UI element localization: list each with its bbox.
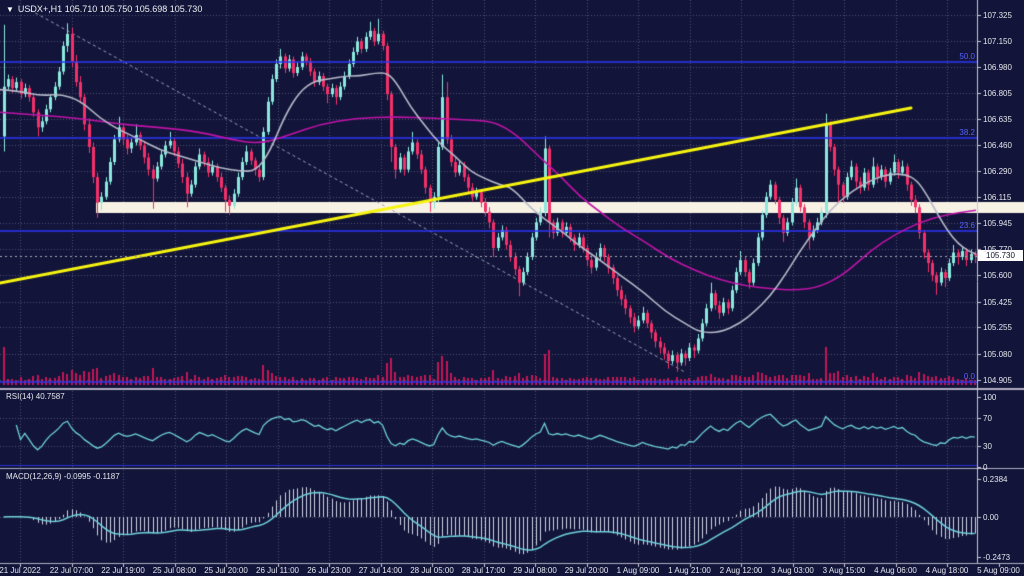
price-axis-tick: 105.425 <box>983 297 1012 307</box>
rsi-indicator-label: RSI(14) 40.7587 <box>6 392 65 401</box>
price-axis-tick: 105.255 <box>983 323 1012 333</box>
rsi-scale-tick: 70 <box>983 414 992 423</box>
rsi-scale-tick: 100 <box>983 393 997 402</box>
time-axis-tick: 26 Jul 23:00 <box>307 566 351 575</box>
time-axis-tick: 22 Jul 07:00 <box>49 566 94 575</box>
price-axis-tick: 104.905 <box>983 375 1012 385</box>
time-axis-tick: 1 Aug 21:00 <box>668 566 711 575</box>
time-axis-tick: 21 Jul 2022 <box>0 566 41 575</box>
price-axis-tick: 106.290 <box>983 167 1012 177</box>
symbol-marker-icon: ▼ <box>6 5 14 14</box>
time-axis-tick: 3 Aug 15:00 <box>822 566 866 575</box>
fib-level-label: 23.6 <box>959 220 975 230</box>
time-axis-tick: 4 Aug 18:00 <box>925 566 969 575</box>
chart-symbol-header: ▼ USDX+,H1 105.710 105.750 105.698 105.73… <box>6 4 202 14</box>
time-axis-tick: 22 Jul 19:00 <box>101 566 145 575</box>
price-axis-tick: 105.770 <box>983 245 1012 255</box>
time-axis-tick: 3 Aug 03:00 <box>771 566 814 575</box>
macd-scale-tick: 0.2384 <box>983 474 1008 484</box>
price-axis-tick: 106.115 <box>983 193 1012 203</box>
macd-indicator-label: MACD(12,26,9) -0.0995 -0.1187 <box>6 472 120 481</box>
time-axis-tick: 25 Jul 08:00 <box>152 566 197 575</box>
price-axis-tick: 106.460 <box>983 141 1012 151</box>
price-axis-tick: 106.635 <box>983 115 1012 125</box>
fib-level-label: 50.0 <box>959 52 975 62</box>
time-axis-tick: 28 Jul 17:00 <box>461 566 506 575</box>
time-axis-tick: 29 Jul 20:00 <box>564 566 609 575</box>
price-axis-tick: 105.080 <box>983 349 1012 359</box>
time-axis-tick: 4 Aug 06:00 <box>874 566 917 575</box>
symbol-ohlc-text: USDX+,H1 105.710 105.750 105.698 105.730 <box>17 4 203 14</box>
price-axis-tick: 106.980 <box>983 63 1012 73</box>
time-axis-tick: 1 Aug 09:00 <box>616 566 660 575</box>
rsi-scale-tick: 0 <box>983 463 988 472</box>
current-price-badge: 105.730 <box>978 250 1023 262</box>
time-axis-tick: 2 Aug 12:00 <box>719 566 763 575</box>
time-axis-tick: 29 Jul 08:00 <box>513 566 557 575</box>
price-axis-tick: 105.945 <box>983 219 1012 229</box>
rsi-scale-tick: 30 <box>983 442 992 451</box>
price-axis-tick: 107.325 <box>983 11 1012 20</box>
time-axis-tick: 5 Aug 09:00 <box>977 566 1020 575</box>
price-axis-tick: 106.805 <box>983 89 1012 99</box>
macd-scale-tick: -0.2473 <box>983 552 1011 562</box>
price-axis-tick: 107.150 <box>983 37 1012 47</box>
time-axis-tick: 26 Jul 11:00 <box>256 566 299 575</box>
fib-level-label: 38.2 <box>959 128 975 138</box>
macd-scale-tick: 0.00 <box>983 513 999 522</box>
fib-level-label: 0.0 <box>963 372 975 382</box>
time-axis-tick: 25 Jul 20:00 <box>204 566 248 575</box>
time-axis-tick: 27 Jul 14:00 <box>358 566 403 575</box>
time-axis-tick: 28 Jul 05:00 <box>410 566 454 575</box>
price-axis-tick: 105.600 <box>983 271 1012 281</box>
